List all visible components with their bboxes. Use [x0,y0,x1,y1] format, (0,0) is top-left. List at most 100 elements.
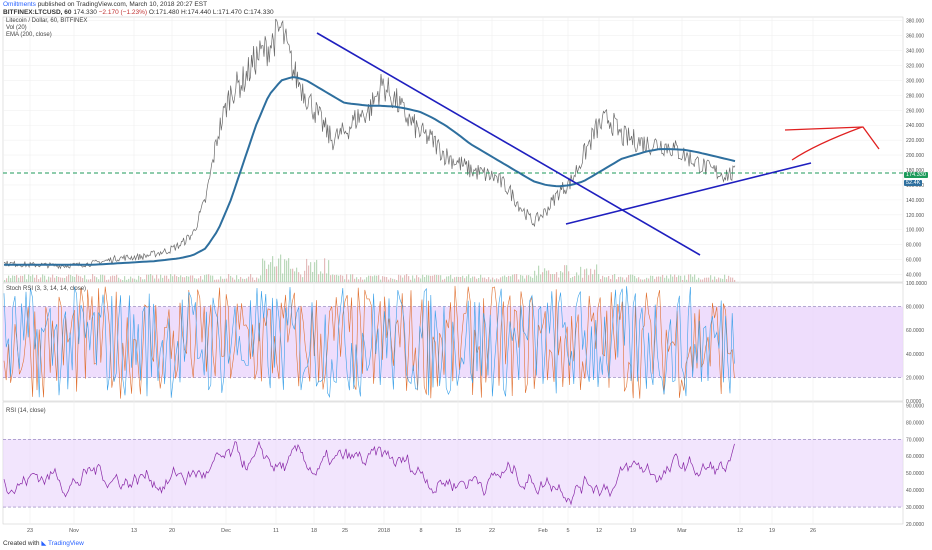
volume-bar [474,276,476,282]
volume-bar [390,277,392,282]
volume-bar [48,276,50,282]
volume-bar [634,275,636,282]
volume-bar [534,270,536,282]
volume-bar [34,277,36,282]
price-y-tick: 180.000 [906,168,924,174]
volume-bar [278,258,280,282]
volume-bar [408,276,410,282]
footer-brand[interactable]: TradingView [48,540,84,547]
price-series-line [3,18,736,270]
volume-bar [192,275,194,282]
volume-bar [36,274,38,282]
projection-curve [791,126,863,161]
volume-bar [348,279,350,282]
volume-bar [112,275,114,282]
rsi-y-tick: 20.0000 [906,522,924,528]
ohlc-line: BITFINEX:LTCUSD, 60 174.330 −2.170 (−1.2… [3,9,274,16]
volume-bar [556,272,558,282]
volume-bar [394,279,396,282]
volume-bar [346,274,348,282]
volume-bar [688,274,690,282]
volume-bar [416,275,418,282]
volume-bar [702,279,704,282]
volume-bar [358,279,360,282]
publish-line: Omiltments published on TradingView.com,… [3,1,207,8]
volume-bar [576,272,578,282]
volume-bar [402,277,404,282]
volume-bar [618,276,620,282]
volume-bar [666,275,668,282]
volume-bar [150,274,152,282]
tradingview-logo-icon: ◣ [41,540,47,547]
ema-label: EMA (200, close) [6,32,52,38]
volume-bar [10,278,12,282]
volume-bar [274,266,276,282]
volume-bar [42,274,44,282]
price-y-tick: 80.000 [906,243,922,249]
volume-bar [684,275,686,282]
volume-bar [254,279,256,282]
volume-bar [464,278,466,282]
volume-bar [614,274,616,282]
volume-bar [642,279,644,282]
volume-bar [422,274,424,282]
volume-bar [50,277,52,282]
volume-bar [438,275,440,282]
volume-bar [14,275,16,282]
chart-canvas[interactable]: 23 Nov 13 20 Dec 11 18 25 2018 8 15 22 Feb 5 12 19 Mar 12… [0,0,932,538]
volume-bar [370,275,372,282]
volume-bar [512,274,514,282]
volume-bar [368,275,370,282]
volume-bar [594,269,596,282]
volume-bar [588,275,590,282]
volume-bar [504,275,506,282]
volume-bar [194,278,196,282]
x-tick-label: 5 [566,528,569,534]
volume-bar [158,278,160,282]
x-tick-label: 15 [455,528,461,534]
volume-bar [372,276,374,282]
volume-bar [552,274,554,282]
volume-bar [114,275,116,282]
volume-bar [628,275,630,282]
volume-bar [334,275,336,282]
volume-bar [122,279,124,282]
volume-bar [130,276,132,282]
volume-bar [608,276,610,282]
volume-bar [496,278,498,282]
volume-bar [604,277,606,282]
volume-bar [448,276,450,282]
volume-bar [606,277,608,282]
volume-bar [708,277,710,282]
volume-bar [488,277,490,282]
volume-bar [248,276,250,282]
volume-bar [630,274,632,282]
volume-bar [514,274,516,282]
volume-bar [696,279,698,282]
volume-bar [280,254,282,282]
volume-bar [304,270,306,282]
x-tick-label: 8 [419,528,422,534]
price-change: −2.170 (−1.23%) [98,9,148,16]
volume-bar [698,277,700,282]
price-y-tick: 240.000 [906,123,924,129]
price-y-tick: 60.000 [906,258,922,264]
volume-bar [540,274,542,282]
volume-bar [434,274,436,282]
author-link[interactable]: Omiltments [3,1,36,8]
volume-bar [500,277,502,282]
volume-bar [244,278,246,282]
volume-bar [270,262,272,282]
volume-bar [498,279,500,282]
volume-bar [456,276,458,282]
volume-bar [148,274,150,282]
volume-bar [378,275,380,282]
stoch-y-tick: 20.0000 [906,375,924,381]
price-badge: 174.330 [904,172,928,178]
volume-bar [442,279,444,282]
volume-bar [656,276,658,282]
volume-bar [398,274,400,282]
volume-bar [76,274,78,282]
volume-bar [462,275,464,282]
volume-bar [538,265,540,282]
